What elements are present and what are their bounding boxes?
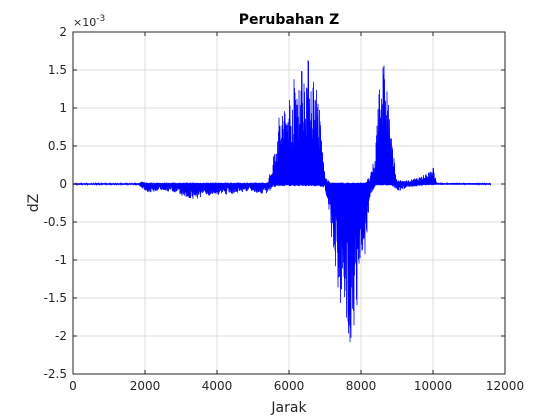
y-tick-label: -1 <box>55 253 67 267</box>
y-tick-label: 1.5 <box>48 63 67 77</box>
y-axis-exponent-base: ×10 <box>73 16 96 29</box>
x-tick-label: 8000 <box>346 379 377 393</box>
x-tick-labels: 0 2000 4000 6000 8000 10000 12000 <box>69 379 524 393</box>
x-tick-label: 6000 <box>274 379 305 393</box>
y-tick-label: -2.5 <box>44 367 67 381</box>
y-axis-exponent: ×10-3 <box>73 14 105 29</box>
y-axis-label: dZ <box>26 194 42 212</box>
y-tick-labels: 2 1.5 1 0.5 0 -0.5 -1 -1.5 -2 -2.5 <box>44 25 67 381</box>
y-tick-label: -1.5 <box>44 291 67 305</box>
y-tick-label: 0 <box>59 177 67 191</box>
y-axis-exponent-power: -3 <box>96 14 105 24</box>
x-axis-label: Jarak <box>270 400 307 416</box>
y-tick-label: -0.5 <box>44 215 67 229</box>
x-tick-label: 10000 <box>414 379 452 393</box>
y-tick-label: 1 <box>59 101 67 115</box>
y-tick-label: 0.5 <box>48 139 67 153</box>
axis-ticks <box>72 31 506 375</box>
x-tick-label: 12000 <box>486 379 524 393</box>
plot-area <box>72 31 506 375</box>
x-tick-label: 2000 <box>130 379 161 393</box>
data-series-line <box>72 60 491 343</box>
chart-title: Perubahan Z <box>239 12 340 28</box>
x-tick-label: 0 <box>69 379 77 393</box>
y-tick-label: -2 <box>55 329 67 343</box>
x-tick-label: 4000 <box>202 379 233 393</box>
y-tick-label: 2 <box>59 25 67 39</box>
